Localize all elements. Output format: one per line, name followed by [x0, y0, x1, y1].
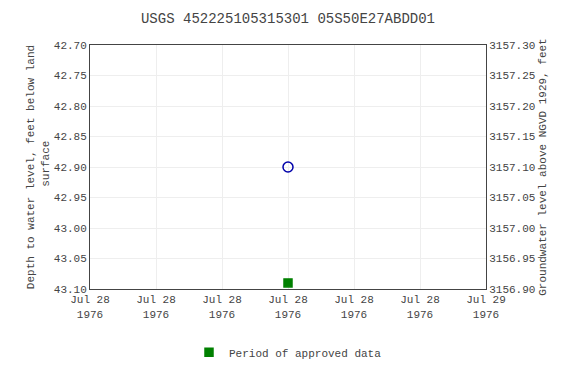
svg-text:USGS 452225105315301 05S50E27A: USGS 452225105315301 05S50E27ABDD01 [141, 11, 435, 27]
svg-text:Jul 281976: Jul 281976 [400, 294, 440, 320]
svg-text:42.80: 42.80 [54, 101, 87, 113]
svg-text:43.05: 43.05 [54, 253, 87, 265]
svg-text:42.70: 42.70 [54, 40, 87, 52]
svg-text:3157.00: 3157.00 [489, 223, 535, 235]
svg-text:3157.20: 3157.20 [489, 101, 535, 113]
svg-text:42.95: 42.95 [54, 192, 87, 204]
svg-text:43.00: 43.00 [54, 223, 87, 235]
svg-text:Jul 281976: Jul 281976 [202, 294, 242, 320]
svg-text:3157.10: 3157.10 [489, 162, 535, 174]
svg-text:42.75: 42.75 [54, 70, 87, 82]
svg-text:3156.90: 3156.90 [489, 284, 535, 296]
svg-text:3156.95: 3156.95 [489, 253, 535, 265]
svg-text:3157.30: 3157.30 [489, 40, 535, 52]
svg-text:Jul 281976: Jul 281976 [268, 294, 308, 320]
svg-text:Jul 281976: Jul 281976 [70, 294, 110, 320]
svg-text:Jul 291976: Jul 291976 [466, 294, 506, 320]
svg-text:Period of approved data: Period of approved data [229, 348, 381, 360]
svg-text:Jul 281976: Jul 281976 [334, 294, 374, 320]
svg-text:43.10: 43.10 [54, 284, 87, 296]
svg-text:3157.05: 3157.05 [489, 192, 535, 204]
svg-text:3157.25: 3157.25 [489, 70, 535, 82]
svg-text:Depth to water level, feet bel: Depth to water level, feet below land su… [25, 45, 51, 289]
svg-text:3157.15: 3157.15 [489, 131, 535, 143]
svg-text:Groundwater level above NGVD 1: Groundwater level above NGVD 1929, feet [537, 38, 549, 295]
svg-text:42.85: 42.85 [54, 131, 87, 143]
svg-text:42.90: 42.90 [54, 162, 87, 174]
svg-text:Jul 281976: Jul 281976 [136, 294, 176, 320]
